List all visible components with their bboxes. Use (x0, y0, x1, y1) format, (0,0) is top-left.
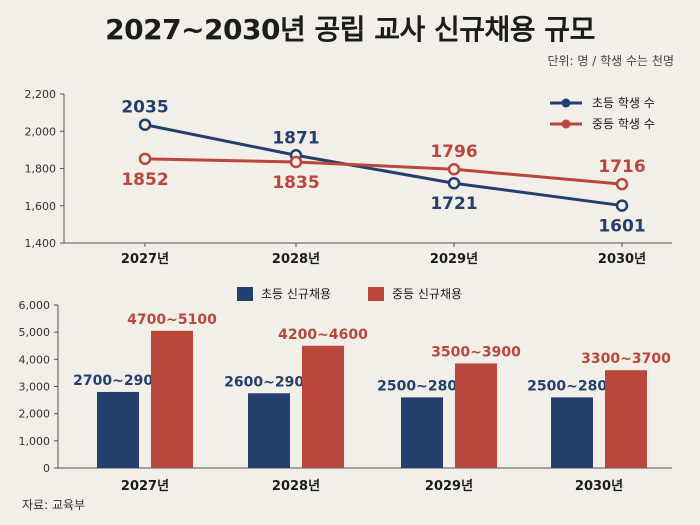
bar-y-tick-label: 1,000 (19, 435, 51, 448)
line-point (289, 155, 303, 169)
bar-data-label: 2500~2800 (377, 378, 467, 394)
line-y-tick-label: 1,800 (25, 163, 57, 176)
bar-secondary (605, 370, 647, 468)
bar-data-label: 3500~3900 (431, 344, 521, 360)
line-y-tick-label: 2,200 (25, 88, 57, 101)
bar-x-label: 2030년 (575, 479, 623, 494)
line-data-label: 1871 (272, 128, 319, 148)
line-data-label: 2035 (121, 98, 168, 118)
unit-note: 단위: 명 / 학생 수는 천명 (547, 54, 674, 68)
bar-data-label: 4200~4600 (278, 327, 368, 343)
legend-bar-label: 초등 신규채용 (261, 287, 331, 301)
line-y-tick-label: 1,400 (25, 237, 57, 250)
line-data-label: 1835 (272, 173, 319, 193)
line-point (447, 162, 461, 176)
line-series-elementary (144, 123, 623, 208)
bar-x-label: 2028년 (272, 479, 320, 494)
legend-bar-swatch (368, 287, 384, 301)
bar-y-tick-label: 6,000 (19, 299, 51, 312)
bar-secondary (455, 363, 497, 468)
chart-title: 2027~2030년 공립 교사 신규채용 규모 (105, 13, 595, 46)
line-point (138, 118, 152, 131)
legend-line-label: 초등 학생 수 (592, 96, 655, 110)
bar-data-label: 2500~2800 (527, 378, 617, 394)
line-x-label: 2028년 (272, 252, 320, 267)
legend-bar-swatch (237, 287, 253, 301)
bar-elementary (401, 397, 443, 468)
bar-elementary (97, 391, 139, 468)
bar-elementary (551, 397, 593, 468)
bar-x-label: 2029년 (425, 479, 473, 494)
bar-x-label: 2027년 (121, 479, 169, 494)
legend-line-label: 중등 학생 수 (592, 117, 655, 131)
bar-data-label: 2700~2900 (73, 373, 163, 389)
line-data-label: 1716 (598, 157, 645, 177)
bar-y-tick-label: 3,000 (19, 381, 51, 394)
line-data-label: 1721 (430, 194, 477, 214)
line-series-secondary (144, 157, 623, 186)
line-data-label: 1601 (598, 217, 645, 237)
bar-data-label: 2600~2900 (224, 374, 314, 390)
line-data-label: 1852 (121, 170, 168, 190)
bar-data-label: 3300~3700 (581, 351, 671, 367)
bar-data-label: 4700~5100 (127, 312, 217, 328)
line-y-tick-label: 1,600 (25, 200, 57, 213)
legend-line-marker (561, 98, 571, 108)
bar-secondary (302, 345, 344, 468)
bar-y-tick-label: 0 (43, 462, 50, 475)
bar-elementary (248, 393, 290, 468)
line-x-label: 2030년 (598, 252, 646, 267)
line-data-label: 1796 (430, 142, 477, 162)
line-x-label: 2027년 (121, 252, 169, 267)
bar-y-tick-label: 5,000 (19, 326, 51, 339)
line-point (615, 199, 629, 212)
legend-line-marker (561, 119, 571, 129)
source-note: 자료: 교육부 (22, 498, 86, 512)
bar-secondary (151, 330, 193, 468)
bar-y-tick-label: 2,000 (19, 408, 51, 421)
line-point (615, 177, 629, 191)
line-x-label: 2029년 (430, 252, 478, 267)
legend-bar-label: 중등 신규채용 (392, 287, 462, 301)
line-y-tick-label: 2,000 (25, 125, 57, 138)
bar-y-tick-label: 4,000 (19, 353, 51, 366)
line-point (447, 176, 461, 190)
line-point (138, 152, 152, 166)
